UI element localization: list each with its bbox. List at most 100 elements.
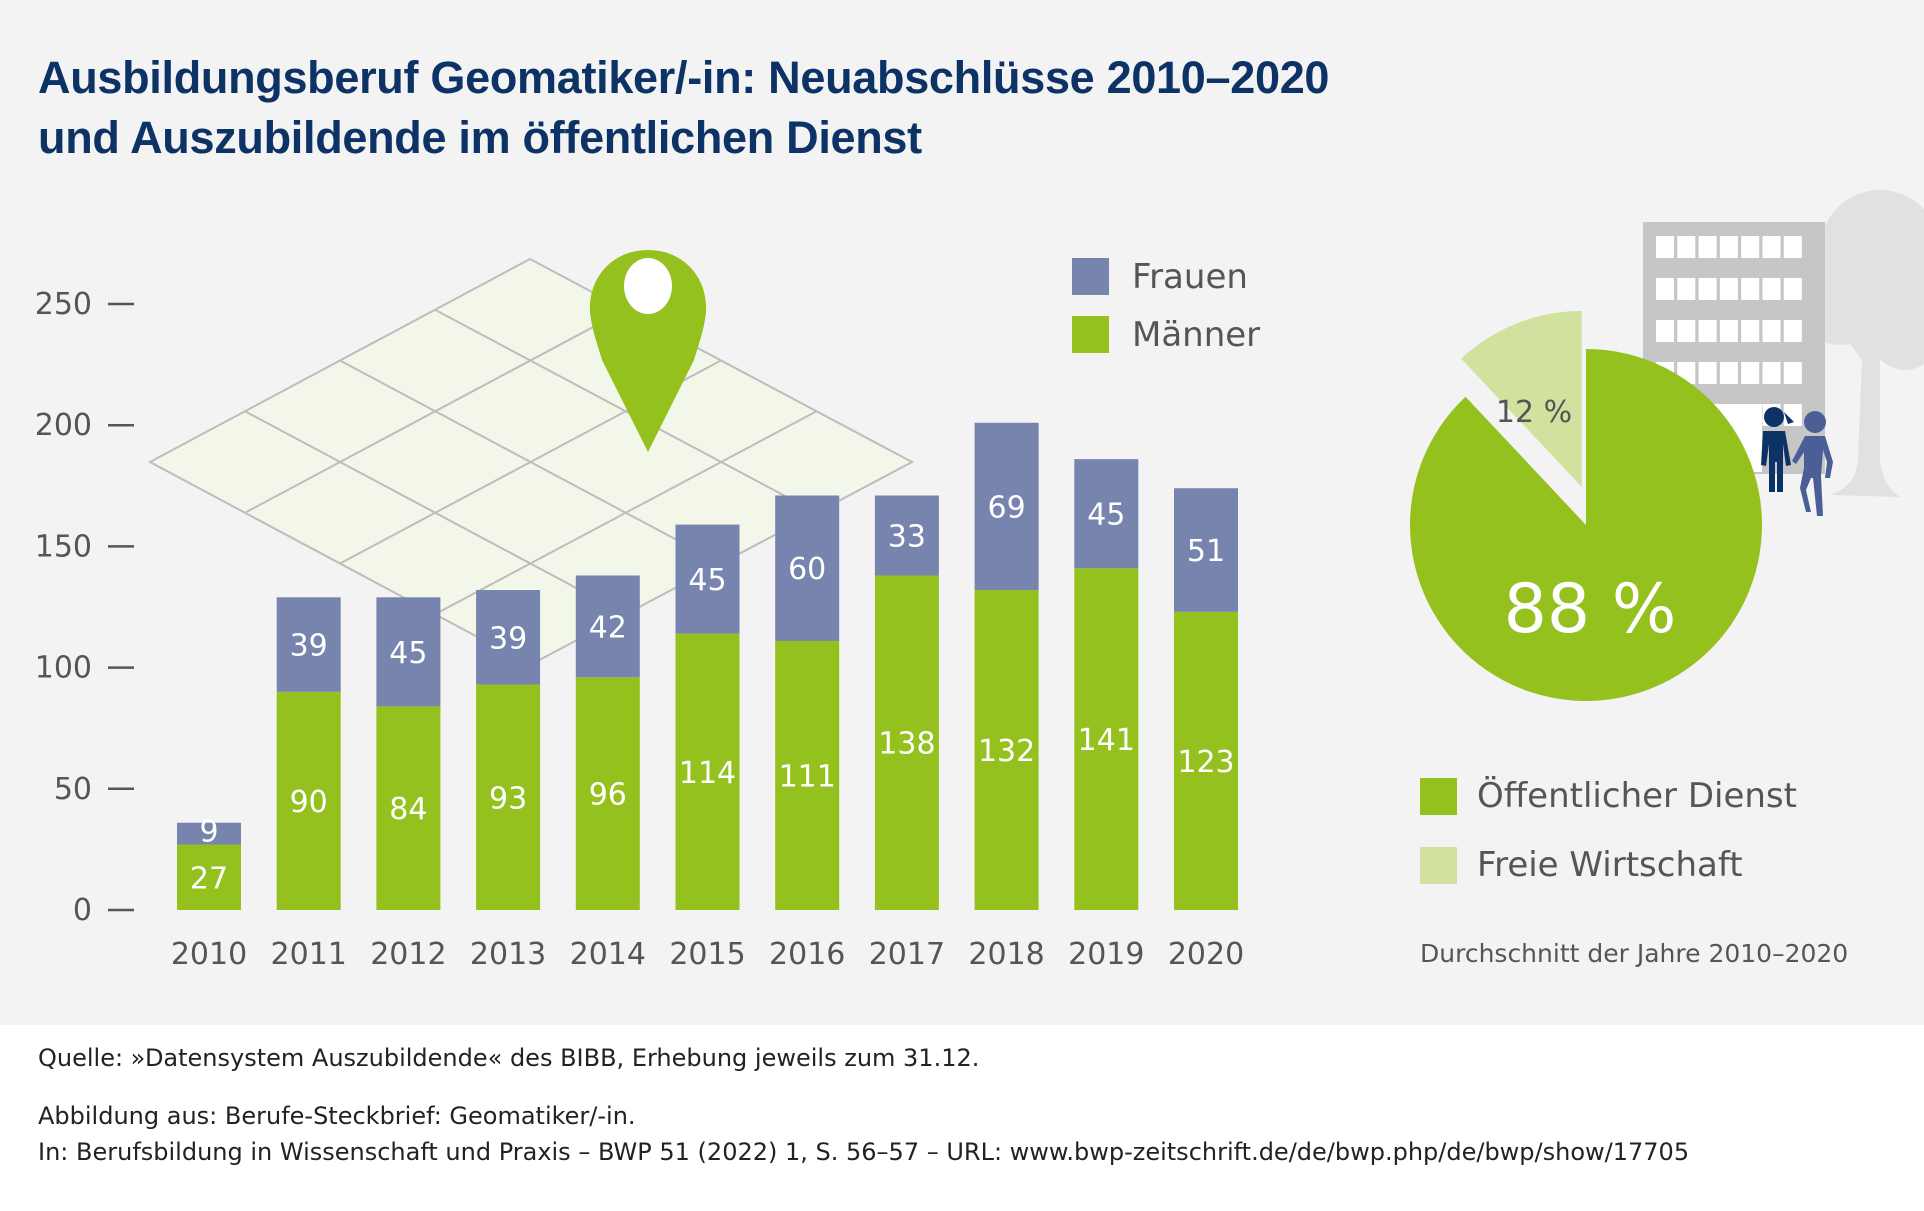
bar-maenner-2012 <box>376 706 441 910</box>
value-label-maenner: 90 <box>290 785 328 820</box>
map-grid-illustration <box>147 257 915 667</box>
legend-swatch-frauen <box>1072 258 1109 295</box>
x-tick-label: 2015 <box>669 937 745 972</box>
x-tick-label: 2014 <box>570 937 646 972</box>
building-window <box>1677 278 1696 300</box>
value-label-maenner: 27 <box>190 861 228 896</box>
y-tick-label: 150 <box>35 529 92 564</box>
pie-legend: Öffentlicher Dienst Freie Wirtschaft <box>1420 775 1797 885</box>
x-tick-label: 2020 <box>1168 937 1244 972</box>
y-tick-label: 250 <box>35 287 92 322</box>
person-woman-icon <box>1761 407 1794 492</box>
building-window <box>1698 362 1717 384</box>
bar-maenner-2014 <box>575 677 640 910</box>
bar-maenner-2018 <box>974 590 1039 910</box>
pie-value-label-frei: 12 % <box>1496 395 1572 430</box>
x-tick-label: 2018 <box>968 937 1044 972</box>
x-tick-label: 2016 <box>769 937 845 972</box>
pie-chart <box>1410 310 1762 701</box>
page-title: Ausbildungsberuf Geomatiker/-in: Neuabsc… <box>38 48 1329 168</box>
legend-swatch-maenner <box>1072 316 1109 353</box>
y-tick-label: 100 <box>35 651 92 686</box>
bar-frauen-2018 <box>974 422 1039 591</box>
value-label-frauen: 45 <box>1087 498 1125 533</box>
legend-label-maenner: Männer <box>1132 315 1260 355</box>
x-axis: 2010 2011 2012 2013 2014 2015 2016 2017 2018 2019… <box>171 937 1244 972</box>
building-window <box>1762 362 1781 384</box>
value-label-frauen: 9 <box>199 815 218 850</box>
map-grid-line <box>339 359 722 565</box>
value-label-frauen: 42 <box>589 610 627 645</box>
chart-canvas: 0 50 100 150 200 250 9 27 39 90 45 84 39 93 42 96 45 114… <box>35 190 1924 972</box>
building-window <box>1656 320 1674 342</box>
value-label-maenner: 123 <box>1177 745 1234 780</box>
building-window <box>1783 236 1802 258</box>
bar-series: 9 27 39 90 45 84 39 93 42 96 45 114 60 111 33 138 69 132 4… <box>177 422 1238 910</box>
figure-origin: Abbildung aus: Berufe-Steckbrief: Geomat… <box>38 1102 636 1130</box>
y-tick-label: 200 <box>35 408 92 443</box>
building-window <box>1677 236 1696 258</box>
building-window <box>1762 278 1781 300</box>
bar-frauen-2010 <box>177 822 241 845</box>
bar-maenner-2019 <box>1074 568 1139 910</box>
building-window <box>1698 278 1717 300</box>
building-window <box>1656 236 1674 258</box>
value-label-frauen: 45 <box>389 636 427 671</box>
building-window <box>1677 320 1696 342</box>
bar-frauen-2012 <box>376 597 441 707</box>
footer: Quelle: »Datensystem Auszubildende« des … <box>38 1040 1689 1170</box>
building-window <box>1719 278 1738 300</box>
building-window <box>1762 236 1781 258</box>
value-label-frauen: 45 <box>688 563 726 598</box>
citation: In: Berufsbildung in Wissenschaft und Pr… <box>38 1138 1690 1166</box>
y-tick-label: 50 <box>54 772 92 807</box>
bar-maenner-2011 <box>276 691 341 910</box>
bar-maenner-2016 <box>775 640 840 910</box>
bar-frauen-2016 <box>775 495 840 641</box>
bar-maenner-2010 <box>177 844 241 910</box>
bar-legend: Frauen Männer <box>1072 257 1260 355</box>
x-tick-label: 2012 <box>370 937 446 972</box>
x-tick-label: 2010 <box>171 937 247 972</box>
value-label-maenner: 141 <box>1078 723 1135 758</box>
bar-frauen-2013 <box>476 590 541 685</box>
bar-frauen-2015 <box>675 524 740 634</box>
value-label-frauen: 51 <box>1187 534 1225 569</box>
bar-frauen-2014 <box>575 575 640 678</box>
building-window <box>1741 362 1760 384</box>
pie-note: Durchschnitt der Jahre 2010–2020 <box>1420 939 1848 968</box>
value-label-maenner: 114 <box>679 756 736 791</box>
legend-swatch-oeffentlich <box>1420 778 1457 815</box>
source-note: Quelle: »Datensystem Auszubildende« des … <box>38 1044 980 1072</box>
bar-frauen-2011 <box>276 597 341 692</box>
legend-swatch-frei <box>1420 847 1457 884</box>
value-label-frauen: 33 <box>888 519 926 554</box>
x-tick-label: 2017 <box>869 937 945 972</box>
building-window <box>1656 278 1674 300</box>
bar-maenner-2013 <box>476 684 541 910</box>
building-window <box>1783 362 1802 384</box>
x-tick-label: 2019 <box>1068 937 1144 972</box>
bar-maenner-2017 <box>874 575 939 910</box>
value-label-maenner: 84 <box>389 792 427 827</box>
map-grid-line <box>244 410 626 616</box>
legend-label-frei: Freie Wirtschaft <box>1477 845 1743 885</box>
title-line-1: Ausbildungsberuf Geomatiker/-in: Neuabsc… <box>38 52 1330 103</box>
title-line-2: und Auszubildende im öffentlichen Dienst <box>38 112 922 163</box>
building-window <box>1698 320 1717 342</box>
value-label-frauen: 39 <box>290 629 328 664</box>
building-window <box>1783 278 1802 300</box>
map-grid-line <box>434 410 817 616</box>
value-label-maenner: 96 <box>589 778 627 813</box>
tree-illustration <box>1795 190 1924 497</box>
location-pin-icon <box>589 250 707 452</box>
pie-slice-frei <box>1461 310 1582 487</box>
bar-frauen-2017 <box>874 495 939 576</box>
building-window <box>1762 320 1781 342</box>
bar-maenner-2015 <box>675 633 740 910</box>
value-label-maenner: 138 <box>878 727 935 762</box>
building-window <box>1698 236 1717 258</box>
bar-maenner-2020 <box>1174 611 1238 910</box>
y-axis: 0 50 100 150 200 250 <box>35 287 134 928</box>
person-man-icon <box>1792 411 1833 516</box>
